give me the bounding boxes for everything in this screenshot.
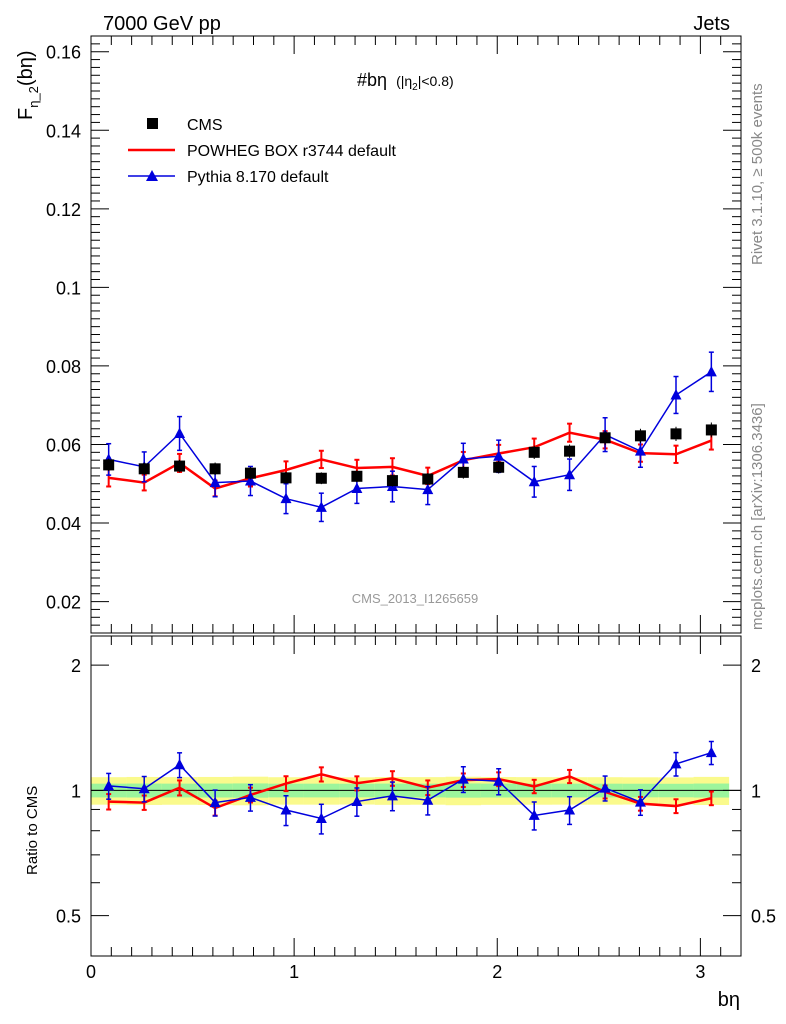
y-axis-label-main: F: [15, 108, 37, 120]
legend: CMS POWHEG BOX r3744 default Pythia 8.17…: [128, 117, 397, 186]
legend-powheg-label: POWHEG BOX r3744 default: [187, 143, 397, 160]
plot-title-main: #bη: [357, 70, 387, 90]
axis-ticks: [90, 35, 742, 957]
pythia-point: [315, 501, 327, 512]
pythia-ratio-line: [108, 751, 712, 820]
analysis-id: CMS_2013_I1265659: [352, 591, 479, 606]
legend-pythia-label: Pythia 8.170 default: [187, 169, 329, 186]
cms-point: [705, 424, 717, 436]
rivet-label: Rivet 3.1.10, ≥ 500k events: [749, 83, 766, 265]
cms-point: [103, 459, 115, 471]
pythia-ratio-point: [244, 791, 256, 802]
cms-point: [244, 467, 256, 479]
plot-title: #bη (|η2|<0.8): [357, 70, 454, 93]
y-tick-label: 0.16: [46, 43, 81, 63]
cms-point: [138, 463, 150, 475]
ratio-tick-label: 0.5: [56, 907, 81, 927]
tick-labels: 0 1 2 3 0.02 0.04 0.06 0.08 0.1 0.12 0.14 0.16 0.5 0.…: [46, 43, 776, 982]
cms-point: [422, 473, 434, 485]
pythia-point: [422, 483, 434, 495]
pythia-point: [280, 492, 292, 504]
x-axis-label: bη: [718, 989, 740, 1011]
y-tick-label: 0.14: [46, 121, 81, 141]
y-tick-label: 0.1: [56, 278, 81, 298]
pythia-ratio-point: [386, 789, 398, 801]
pythia-point: [209, 476, 221, 488]
y-tick-label: 0.04: [46, 514, 81, 534]
pythia-ratio-point: [315, 812, 327, 824]
ratio-tick-label: 2: [71, 656, 81, 676]
x-tick-label: 2: [492, 962, 502, 982]
pythia-point: [528, 475, 540, 487]
pythia-line: [108, 371, 712, 509]
pythia-point: [564, 468, 576, 480]
pythia-point: [493, 450, 505, 461]
cms-point: [386, 475, 398, 487]
data-series: [103, 351, 717, 835]
pythia-ratio-point: [705, 746, 717, 758]
pythia-ratio-point: [493, 775, 505, 786]
pythia-ratio-point: [564, 804, 576, 815]
legend-cms-marker: [147, 118, 158, 129]
pythia-point: [457, 453, 469, 464]
powheg-line: [108, 431, 712, 490]
pythia-ratio-point: [599, 782, 611, 793]
cms-point: [280, 472, 292, 484]
y-axis-label: Fη_2(bη): [15, 51, 41, 121]
header-left: 7000 GeV pp: [103, 13, 221, 35]
cms-point: [457, 466, 469, 478]
pythia-ratio-point: [174, 758, 186, 770]
mcplots-label: mcplots.cern.ch [arXiv:1306.3436]: [749, 403, 766, 630]
ratio-tick-label-right: 0.5: [751, 907, 776, 927]
plot-title-cut-suffix: |<0.8): [418, 73, 454, 89]
y-axis-label-sub: η_2: [26, 86, 41, 108]
y-tick-label: 0.12: [46, 200, 81, 220]
ratio-axis-label: Ratio to CMS: [24, 786, 41, 875]
pythia-point: [174, 427, 186, 438]
pythia-ratio-point: [351, 795, 363, 807]
pythia-ratio-point: [457, 773, 469, 784]
pythia-ratio-point: [209, 796, 221, 808]
pythia-point: [244, 475, 256, 486]
y-axis-label-suffix: (bη): [15, 51, 37, 87]
pythia-ratio-point: [528, 809, 540, 820]
y-tick-label: 0.06: [46, 435, 81, 455]
cms-point: [174, 460, 186, 472]
legend-cms-label: CMS: [187, 117, 223, 134]
legend-pythia-marker: [146, 170, 158, 181]
pythia-ratio-point: [422, 794, 434, 805]
plot-title-cut-sub: 2: [412, 82, 418, 93]
cms-point: [209, 463, 221, 475]
header-right: Jets: [693, 13, 730, 35]
y-tick-label: 0.02: [46, 593, 81, 613]
cms-point: [315, 472, 327, 484]
cms-point: [528, 446, 540, 458]
cms-point: [634, 430, 646, 442]
pythia-ratio-point: [103, 779, 115, 791]
ratio-tick-label-right: 2: [751, 656, 761, 676]
x-tick-label: 0: [86, 962, 96, 982]
pythia-ratio-point: [670, 757, 682, 769]
cms-point: [493, 461, 505, 473]
pythia-ratio-point: [280, 804, 292, 815]
x-tick-label: 1: [289, 962, 299, 982]
ratio-tick-label-right: 1: [751, 781, 761, 801]
cms-point: [599, 432, 611, 444]
pythia-point: [705, 365, 717, 377]
y-tick-label: 0.08: [46, 357, 81, 377]
pythia-ratio-point: [138, 782, 150, 794]
plot-title-cut-prefix: (|η: [396, 73, 412, 89]
ratio-tick-label: 1: [71, 781, 81, 801]
cms-point: [670, 428, 682, 440]
pythia-point: [670, 388, 682, 400]
pythia-point: [634, 445, 646, 456]
pythia-point: [351, 482, 363, 493]
cms-point: [351, 470, 363, 482]
x-tick-label: 3: [695, 962, 705, 982]
powheg-ratio-line: [108, 772, 712, 810]
pythia-ratio-point: [634, 796, 646, 807]
cms-point: [564, 445, 576, 457]
